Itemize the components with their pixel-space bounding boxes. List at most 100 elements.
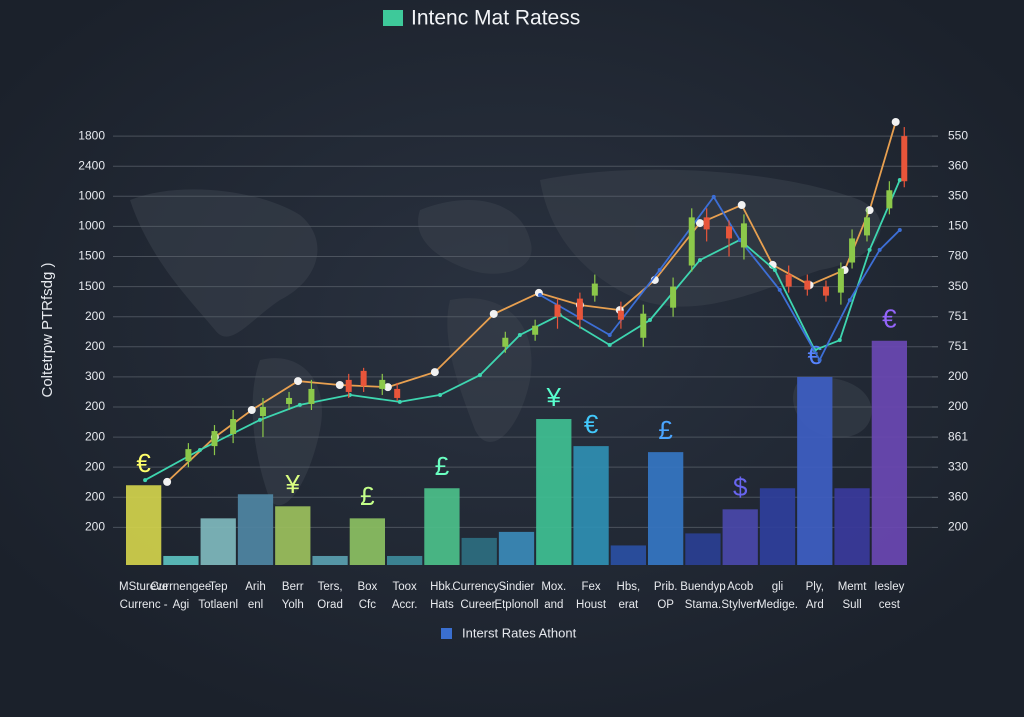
y2-tick-label: 200 [948, 399, 968, 413]
candle-body [849, 238, 856, 263]
x-tick-label-line2: Medige. [757, 599, 798, 611]
y2-tick-label: 350 [948, 188, 968, 202]
y2-tick-label: 200 [948, 520, 968, 534]
x-tick-label: Currnengee [151, 581, 212, 593]
line-point [143, 478, 148, 483]
x-tick-label-line2: Stylven [721, 599, 759, 611]
x-tick-label: Berr [282, 581, 304, 593]
bar [349, 518, 385, 565]
y2-tick-label: 751 [948, 309, 968, 323]
y-tick-label: 200 [85, 520, 105, 534]
x-tick-label-line2: Cfc [359, 599, 377, 611]
line-point [397, 399, 402, 404]
x-tick-label: Fex [581, 581, 600, 593]
x-tick-label-line2: Currenc - [120, 599, 168, 611]
line-point [537, 293, 542, 298]
bar-symbol: € [808, 340, 823, 370]
x-tick-label-line2: and [544, 599, 563, 611]
title-icon [383, 10, 403, 26]
x-tick-label-line2: enl [248, 599, 263, 611]
x-tick-label: Ply, [806, 581, 824, 593]
x-tick-label: gli [772, 581, 784, 593]
bar [237, 494, 274, 565]
y-tick-label: 1000 [78, 188, 105, 202]
bar [797, 376, 833, 565]
x-tick-label-line2: Etplonoll [494, 599, 538, 611]
bar-symbol: £ [658, 415, 673, 445]
y-tick-label: 200 [85, 309, 105, 323]
candle-body [640, 313, 647, 338]
x-tick-label-line2: Houst [576, 599, 607, 611]
line [539, 195, 901, 362]
x-tick-label-line2: Orad [317, 599, 343, 611]
line-point [607, 342, 612, 347]
bar [573, 446, 609, 565]
x-tick-label: Arih [245, 581, 265, 593]
x-tick-label: Box [357, 581, 377, 593]
x-tick-label-line2: Yolh [282, 599, 304, 611]
line-point [847, 298, 852, 303]
line-point [294, 377, 303, 386]
bar-symbol: ¥ [546, 382, 562, 412]
line-point [837, 338, 842, 343]
x-tick-label-line2: cest [879, 599, 901, 611]
line-point [697, 258, 702, 263]
y-tick-label: 200 [85, 399, 105, 413]
bar [387, 555, 423, 565]
x-tick-label-line2: OP [657, 599, 674, 611]
candle-body [670, 286, 677, 308]
bar [871, 340, 907, 565]
candle-body [230, 419, 237, 435]
bar [610, 545, 646, 565]
line-point [777, 287, 782, 292]
x-tick-label: Acob [727, 581, 753, 593]
candle-body [360, 370, 367, 386]
line-point [711, 194, 716, 199]
y-tick-label: 300 [85, 369, 105, 383]
bar [536, 419, 572, 565]
candle-body [308, 388, 315, 404]
candle-body [532, 325, 539, 335]
y-tick-label: 200 [85, 339, 105, 353]
candle-body [394, 388, 401, 398]
x-tick-label: Hbk. [430, 581, 454, 593]
line-point [197, 448, 202, 453]
x-tick-label: Tep [209, 581, 228, 593]
line-point [477, 373, 482, 378]
x-tick-label-line2: Ard [806, 599, 824, 611]
line-point [865, 206, 874, 215]
bar [498, 531, 535, 565]
y2-tick-label: 861 [948, 429, 968, 443]
candle-body [822, 286, 829, 296]
y2-tick-label: 200 [948, 369, 968, 383]
candle-body [740, 223, 747, 248]
x-tick-label-line2: Accr. [392, 599, 418, 611]
line-point [891, 117, 900, 126]
chart-title: Intenc Mat Ratess [411, 7, 580, 30]
candle-body [345, 379, 352, 392]
y2-tick-label: 350 [948, 279, 968, 293]
y-tick-label: 200 [85, 459, 105, 473]
x-tick-label-line2: Hats [430, 599, 454, 611]
line-point [257, 417, 262, 422]
line-point [817, 358, 822, 363]
line-point [430, 368, 439, 377]
line-point [438, 392, 443, 397]
bar [200, 518, 236, 565]
x-tick-label: Sindier [499, 581, 535, 593]
y-tick-label: 200 [85, 429, 105, 443]
candle-body [591, 283, 598, 296]
y-tick-label: 1800 [78, 128, 105, 142]
candle-body [211, 431, 218, 447]
line-point [383, 383, 392, 392]
x-tick-label: Iesley [874, 581, 904, 593]
candle-body [804, 280, 811, 290]
x-tick-label-line2: Totlaenl [198, 599, 238, 611]
candle-body [901, 136, 908, 182]
x-tick-label-line2: Agi [173, 599, 190, 611]
x-tick-label-line2: erat [618, 599, 639, 611]
y2-tick-label: 360 [948, 158, 968, 172]
bar [648, 452, 684, 565]
y-tick-label: 200 [85, 489, 105, 503]
